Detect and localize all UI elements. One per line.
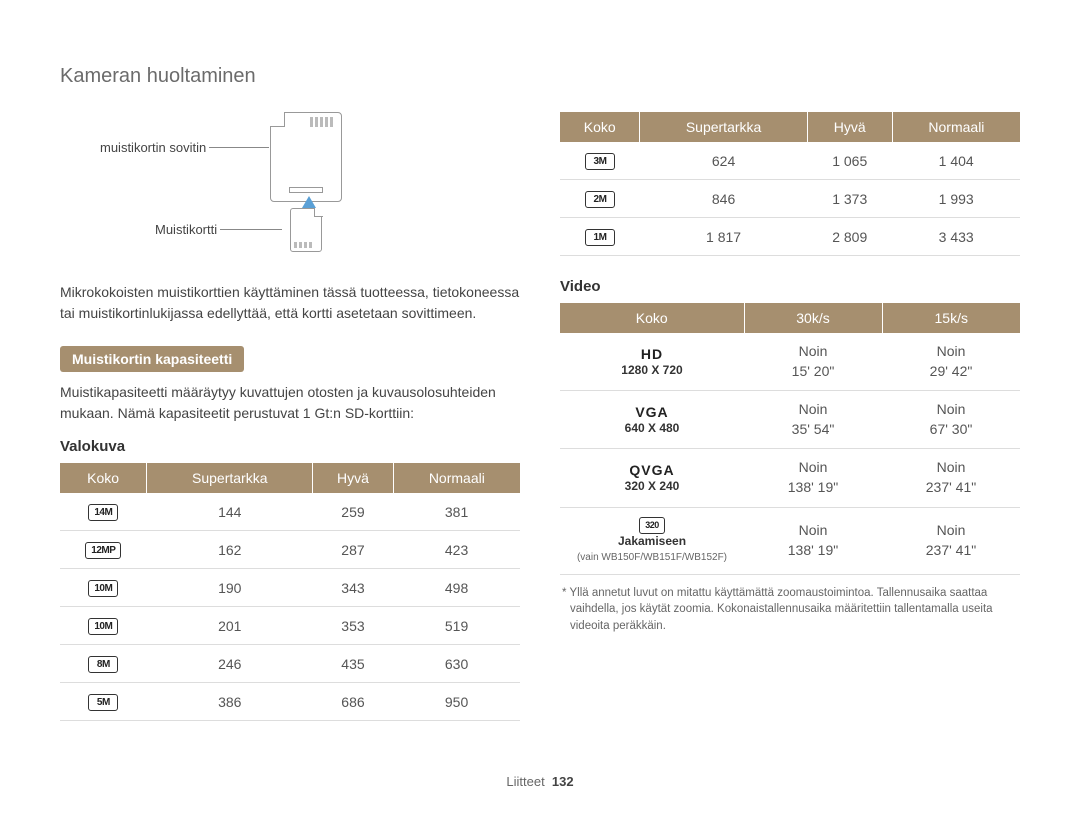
table-row: 5M 386686950 [60,683,520,721]
cell: 435 [313,645,393,683]
micro-sd-label: Muistikortti [155,222,285,237]
col-header: Koko [60,463,147,493]
insert-arrow-icon [302,196,316,208]
cell: 246 [147,645,313,683]
cell: 1 373 [807,180,892,218]
table-row: 2M 8461 3731 993 [560,180,1020,218]
cell: 381 [393,493,520,531]
col-header: 30k/s [744,303,882,333]
size-badge: 14M [88,504,118,521]
table-row: QVGA320 X 240Noin138' 19"Noin237' 41" [560,449,1020,507]
cell: 686 [313,683,393,721]
table-row: VGA640 X 480Noin35' 54"Noin67' 30" [560,391,1020,449]
cell: Noin237' 41" [882,449,1020,507]
col-header: Koko [560,303,744,333]
footnote: * Yllä annetut luvut on mitattu käyttämä… [560,585,1020,635]
cell: Noin35' 54" [744,391,882,449]
right-column: Koko Supertarkka Hyvä Normaali 3M 6241 06… [560,112,1020,721]
col-header: Normaali [892,112,1020,142]
video-heading: Video [560,278,1020,295]
size-badge: 2M [585,191,615,208]
table-row: 14M 144259381 [60,493,520,531]
table-row: 10M 201353519 [60,607,520,645]
cell: 846 [640,180,807,218]
video-size-cell: VGA640 X 480 [560,391,744,449]
cell: 1 065 [807,142,892,180]
cell: 423 [393,531,520,569]
cell: 259 [313,493,393,531]
col-header: Koko [560,112,640,142]
cell: Noin67' 30" [882,391,1020,449]
cell: Noin237' 41" [882,507,1020,574]
photo-capacity-table: Koko Supertarkka Hyvä Normaali 14M 144259… [60,463,520,721]
cell: 1 404 [892,142,1020,180]
photo-capacity-table-cont: Koko Supertarkka Hyvä Normaali 3M 6241 06… [560,112,1020,256]
cell: 386 [147,683,313,721]
capacity-desc: Muistikapasiteetti määräytyy kuvattujen … [60,382,520,424]
cell: 630 [393,645,520,683]
sd-adapter-icon [270,112,342,202]
col-header: Hyvä [313,463,393,493]
table-row: 10M 190343498 [60,569,520,607]
micro-sd-icon [290,208,322,252]
size-badge: 12MP [85,542,121,559]
table-row: 3M 6241 0651 404 [560,142,1020,180]
cell: Noin29' 42" [882,333,1020,391]
table-row: 12MP 162287423 [60,531,520,569]
cell: 1 817 [640,218,807,256]
cell: 144 [147,493,313,531]
size-badge: 5M [88,694,118,711]
cell: 201 [147,607,313,645]
cell: 343 [313,569,393,607]
photo-heading: Valokuva [60,438,520,455]
col-header: Supertarkka [147,463,313,493]
col-header: Normaali [393,463,520,493]
size-badge: 1M [585,229,615,246]
intro-paragraph: Mikrokokoisten muistikorttien käyttämine… [60,282,520,324]
cell: 950 [393,683,520,721]
table-row: 1M 1 8172 8093 433 [560,218,1020,256]
size-badge: 8M [88,656,118,673]
cell: Noin15' 20" [744,333,882,391]
cell: 190 [147,569,313,607]
page-footer: Liitteet 132 [0,774,1080,789]
cell: 1 993 [892,180,1020,218]
video-size-cell: HD1280 X 720 [560,333,744,391]
page-title: Kameran huoltaminen [60,65,1020,88]
left-column: muistikortin sovitin Muistikortti [60,112,520,721]
cell: 624 [640,142,807,180]
sd-card-illustration: muistikortin sovitin Muistikortti [100,112,520,272]
col-header: Supertarkka [640,112,807,142]
size-badge: 10M [88,580,118,597]
cell: Noin138' 19" [744,449,882,507]
adapter-label: muistikortin sovitin [100,140,272,155]
col-header: Hyvä [807,112,892,142]
cell: 519 [393,607,520,645]
cell: Noin138' 19" [744,507,882,574]
video-capacity-table: Koko 30k/s 15k/s HD1280 X 720Noin15' 20"… [560,303,1020,575]
table-row: 8M 246435630 [60,645,520,683]
cell: 353 [313,607,393,645]
video-size-cell: QVGA320 X 240 [560,449,744,507]
video-size-cell: 320Jakamiseen(vain WB150F/WB151F/WB152F) [560,507,744,574]
cell: 287 [313,531,393,569]
cell: 162 [147,531,313,569]
size-badge: 10M [88,618,118,635]
size-badge: 3M [585,153,615,170]
table-row: 320Jakamiseen(vain WB150F/WB151F/WB152F)… [560,507,1020,574]
cell: 3 433 [892,218,1020,256]
cell: 2 809 [807,218,892,256]
cell: 498 [393,569,520,607]
capacity-heading: Muistikortin kapasiteetti [60,346,244,372]
table-row: HD1280 X 720Noin15' 20"Noin29' 42" [560,333,1020,391]
col-header: 15k/s [882,303,1020,333]
